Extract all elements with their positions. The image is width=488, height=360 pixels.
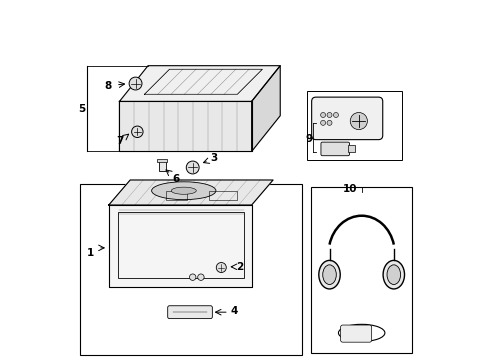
Text: 8: 8	[104, 81, 111, 91]
Ellipse shape	[318, 260, 340, 289]
Polygon shape	[108, 205, 251, 287]
FancyBboxPatch shape	[340, 325, 371, 342]
Bar	[208, 191, 237, 200]
Polygon shape	[108, 180, 272, 205]
Bar	[80, 184, 301, 355]
Ellipse shape	[322, 265, 336, 284]
FancyBboxPatch shape	[311, 97, 382, 140]
FancyBboxPatch shape	[167, 306, 212, 319]
Circle shape	[320, 120, 325, 125]
Bar	[347, 145, 354, 153]
FancyBboxPatch shape	[320, 142, 349, 156]
Text: 7: 7	[116, 136, 123, 147]
Circle shape	[131, 126, 143, 138]
Circle shape	[186, 161, 199, 174]
Circle shape	[326, 112, 331, 117]
Text: 1: 1	[86, 248, 94, 258]
Circle shape	[197, 274, 203, 280]
Bar	[118, 212, 244, 278]
Circle shape	[326, 120, 331, 125]
Polygon shape	[119, 66, 280, 102]
Text: 2: 2	[236, 262, 244, 272]
Text: 5: 5	[78, 104, 85, 113]
Ellipse shape	[382, 260, 404, 289]
Text: 6: 6	[172, 174, 179, 184]
Circle shape	[333, 112, 338, 117]
Text: 3: 3	[210, 153, 217, 163]
Bar	[306, 91, 401, 160]
Ellipse shape	[171, 187, 196, 194]
Text: 9: 9	[305, 134, 312, 144]
Text: 4: 4	[230, 306, 238, 316]
Ellipse shape	[386, 265, 400, 284]
Bar	[159, 159, 165, 171]
Circle shape	[349, 112, 366, 130]
Bar	[310, 187, 411, 353]
Bar	[157, 159, 167, 162]
Circle shape	[320, 112, 325, 117]
Bar	[165, 191, 187, 200]
Circle shape	[129, 77, 142, 90]
Ellipse shape	[151, 182, 216, 200]
Text: 10: 10	[342, 184, 356, 194]
Circle shape	[216, 262, 226, 273]
Circle shape	[189, 274, 196, 280]
Polygon shape	[251, 66, 280, 152]
Polygon shape	[119, 102, 251, 152]
